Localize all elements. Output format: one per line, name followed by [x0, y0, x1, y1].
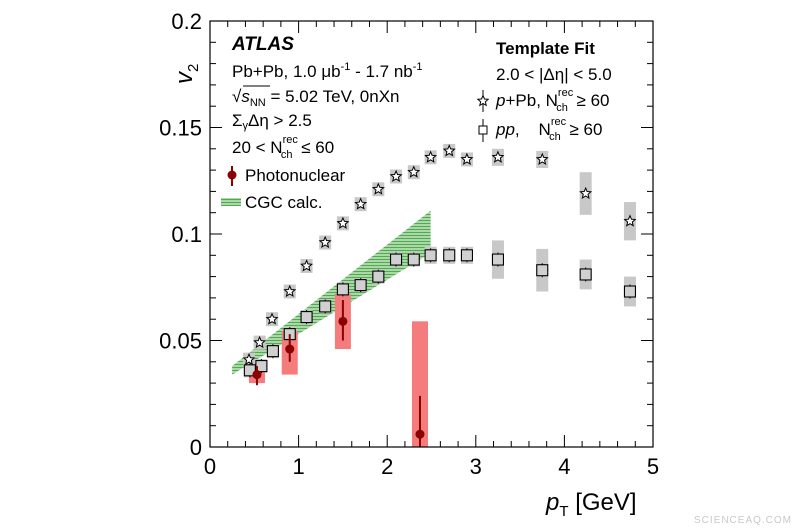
photonuclear-point: [285, 344, 295, 354]
y-tick-label: 0.05: [159, 329, 202, 354]
ppb-point: [371, 182, 385, 195]
pp-point: [354, 279, 367, 292]
star-marker-icon: [476, 94, 490, 107]
legend-photonuclear-label: Photonuclear: [245, 166, 346, 185]
ppb-point: [253, 335, 267, 349]
pp-point: [336, 283, 349, 296]
energy-label: √sNN = 5.02 TeV, 0nXn: [232, 87, 400, 109]
y-tick-label: 0.15: [159, 116, 202, 141]
atlas-label: ATLAS: [231, 34, 294, 55]
pp-point: [424, 249, 437, 262]
x-tick-label: 1: [292, 454, 304, 479]
axis-ticks: [209, 20, 654, 448]
x-tick-label: 2: [381, 454, 393, 479]
photonuclear-marker-icon: [227, 170, 237, 180]
pp-point: [443, 249, 456, 262]
legend-pp: pp, Nrec ch ≥ 60: [478, 116, 602, 143]
photonuclear-point: [338, 316, 348, 326]
ppb-point: [424, 150, 438, 163]
cgc-band: [232, 210, 431, 375]
y-tick-label: 0: [190, 435, 202, 460]
photonuclear-sys-box: [411, 321, 428, 447]
gap-cut-label: ΣγΔη > 2.5: [232, 111, 312, 132]
legend-cgc-label: CGC calc.: [245, 193, 322, 212]
x-tick-label: 5: [647, 454, 659, 479]
ppb-point: [283, 284, 297, 298]
x-axis-label: pT [GeV]: [545, 489, 637, 520]
ppb-point: [354, 197, 368, 210]
x-tick-label: 0: [204, 454, 216, 479]
method-label: Template Fit: [496, 39, 595, 58]
ppb-point: [389, 169, 403, 182]
pp-point: [407, 253, 420, 266]
eta-gap-label: 2.0 < |Δη| < 5.0: [496, 65, 612, 84]
multiplicity-label: 20 < Nrec ch ≤ 60: [232, 134, 334, 161]
ppb-point: [442, 144, 456, 157]
plot-frame: [209, 20, 654, 448]
ppb-point: [460, 152, 474, 165]
legend-pp-label: pp, Nrec ch ≥ 60: [495, 116, 602, 143]
pp-point: [255, 360, 268, 373]
pp-point: [460, 249, 473, 262]
pp-point: [491, 253, 505, 266]
x-tick-label: 4: [558, 454, 570, 479]
ppb-point: [242, 352, 256, 366]
cgc-swatch-icon: [221, 198, 241, 206]
pp-point: [300, 311, 313, 324]
pp-point: [579, 268, 592, 281]
x-tick-label: 3: [470, 454, 482, 479]
ppb-point: [336, 216, 350, 229]
y-tick-labels: 0 0.05 0.1 0.15 0.2: [159, 9, 202, 460]
pp-point: [319, 300, 332, 313]
pp-point: [390, 253, 403, 266]
data-marks: [242, 143, 637, 447]
ppb-point: [265, 312, 279, 325]
photonuclear-point: [415, 429, 425, 439]
y-axis-label: v2: [171, 64, 202, 84]
pp-point: [266, 345, 279, 358]
ppb-point: [579, 186, 593, 200]
legend-cgc: CGC calc.: [221, 193, 322, 212]
pp-point: [536, 264, 549, 277]
ppb-point: [491, 150, 505, 163]
pp-point: [623, 285, 637, 298]
watermark: SCIENCEAQ.COM: [693, 515, 792, 526]
legend-ppb-label: p+Pb, Nrec ch ≥ 60: [495, 87, 610, 114]
y-tick-label: 0.2: [171, 9, 202, 34]
pp-point: [372, 270, 385, 283]
ppb-point: [300, 259, 314, 272]
ppb-point: [318, 235, 332, 249]
photonuclear-point: [252, 370, 262, 380]
y-tick-label: 0.1: [171, 222, 202, 247]
square-marker-icon: [478, 125, 488, 135]
legend-ppb: p+Pb, Nrec ch ≥ 60: [476, 87, 610, 114]
ppb-point: [407, 165, 421, 178]
lumi-label: Pb+Pb, 1.0 μb-1 - 1.7 nb-1: [232, 61, 423, 81]
legend-photonuclear: Photonuclear: [227, 166, 346, 186]
ppb-point: [623, 214, 637, 227]
ppb-point: [535, 152, 549, 165]
x-tick-labels: 0 1 2 3 4 5: [204, 454, 659, 479]
cgc-band-area: [232, 210, 431, 375]
